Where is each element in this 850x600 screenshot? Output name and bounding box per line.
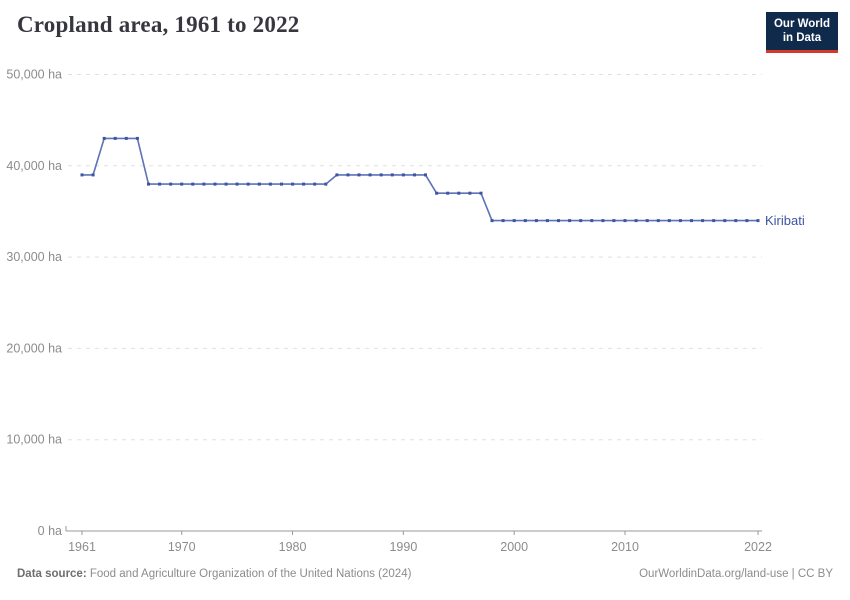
x-tick-label: 2010 (611, 540, 639, 554)
series-markers (80, 136, 760, 223)
owid-url-link[interactable]: OurWorldinData.org/land-use | CC BY (639, 568, 833, 580)
data-source-label: Data source: (17, 568, 87, 580)
data-source-note: Data source: Food and Agriculture Organi… (17, 568, 411, 580)
y-tick-label: 40,000 ha (6, 159, 62, 173)
x-tick-label: 2022 (744, 540, 772, 554)
series-line (82, 137, 758, 222)
x-tick-label: 1990 (389, 540, 417, 554)
page-title: Cropland area, 1961 to 2022 (17, 12, 300, 37)
owid-logo-line1: Our World (773, 18, 830, 30)
series-end-label[interactable]: Kiribati (765, 213, 805, 228)
y-tick-label: 20,000 ha (6, 341, 62, 355)
y-gridlines (65, 74, 762, 532)
y-tick-label: 0 ha (38, 524, 62, 538)
data-source-text: Food and Agriculture Organization of the… (86, 568, 412, 580)
series-kiribati[interactable]: Kiribati (80, 136, 805, 228)
y-axis-labels: 0 ha 10,000 ha 20,000 ha 30,000 ha 40,000 ha… (6, 68, 62, 539)
y-tick-label: 50,000 ha (6, 68, 62, 82)
x-tick-label: 1961 (68, 540, 96, 554)
owid-logo[interactable]: Our World in Data (765, 12, 838, 53)
x-axis: 1961 1970 1980 1990 2000 2010 2022 (68, 531, 772, 554)
owid-logo-line2: in Data (782, 32, 822, 45)
x-tick-label: 2000 (500, 540, 528, 554)
y-tick-label: 30,000 ha (6, 250, 62, 264)
chart-footer: Data source: Food and Agriculture Organi… (17, 568, 833, 580)
x-tick-label: 1970 (168, 540, 196, 554)
y-tick-label: 10,000 ha (6, 433, 62, 447)
x-tick-label: 1980 (279, 540, 307, 554)
